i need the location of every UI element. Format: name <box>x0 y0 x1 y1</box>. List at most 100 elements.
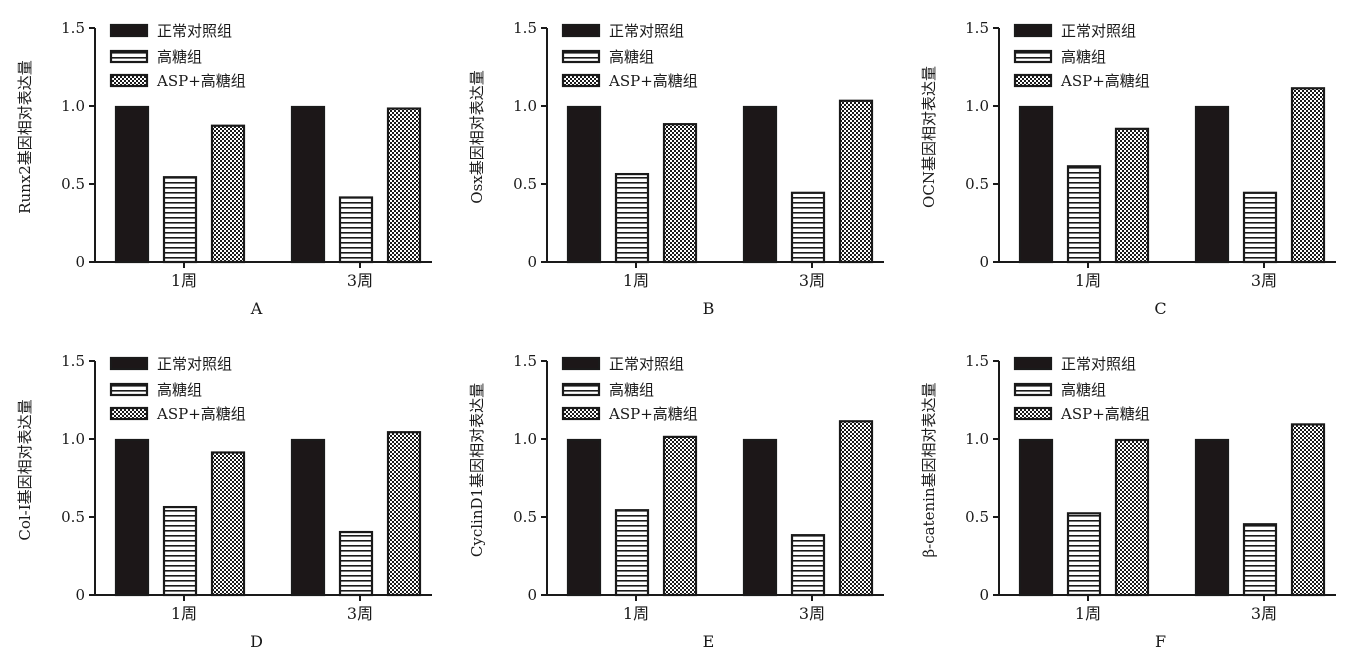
y-tick-label: 0.5 <box>965 508 989 526</box>
legend-swatch <box>561 406 601 421</box>
x-tick-label: 3周 <box>347 271 373 290</box>
bar-a-s3-c2 <box>386 107 422 264</box>
bar-c-s2-c1 <box>1066 165 1102 264</box>
bar-f-s3-c1 <box>1114 438 1150 597</box>
y-axis-label: Runx2基因相对表达量 <box>16 60 34 214</box>
bar-b-s3-c2 <box>838 99 874 264</box>
y-tick-label: 0 <box>979 586 989 604</box>
bar-d-s2-c2 <box>338 530 374 597</box>
legend-swatch <box>1013 382 1053 397</box>
y-axis-label: β-catenin基因相对表达量 <box>920 382 938 557</box>
x-tick-label: 1周 <box>1075 271 1101 290</box>
y-tick-label: 0 <box>527 253 537 271</box>
y-tick-label: 0 <box>75 253 85 271</box>
x-tick-label: 1周 <box>623 271 649 290</box>
y-tick-label: 0 <box>75 586 85 604</box>
x-tick-label: 3周 <box>1251 271 1277 290</box>
y-tick-label: 1.0 <box>513 430 537 448</box>
y-tick-label: 1.5 <box>965 19 989 37</box>
bar-b-s2-c2 <box>790 191 826 264</box>
legend-label: 正常对照组 <box>157 355 232 373</box>
legend-label: ASP+高糖组 <box>156 72 246 90</box>
panel-label: E <box>703 632 715 651</box>
y-tick-label: 0 <box>527 586 537 604</box>
legend-swatch <box>561 49 601 64</box>
bar-a-s2-c1 <box>162 176 198 264</box>
y-tick-label: 0.5 <box>61 175 85 193</box>
panel-label: C <box>1154 299 1166 318</box>
legend-swatch <box>1013 23 1053 38</box>
y-tick-label: 0.5 <box>513 175 537 193</box>
legend-swatch <box>109 49 149 64</box>
y-tick-label: 1.5 <box>513 19 537 37</box>
y-axis-label: OCN基因相对表达量 <box>920 66 938 208</box>
legend-swatch <box>561 382 601 397</box>
panel-label: B <box>703 299 715 318</box>
legend-swatch <box>1013 73 1053 88</box>
bar-b-s1-c2 <box>742 105 778 264</box>
bar-d-s3-c1 <box>210 451 246 597</box>
panels-layer: 00.51.01.51周 3周Runx2基因相对表达量正常对照组高糖组ASP+高糖… <box>16 19 1336 651</box>
legend-label: ASP+高糖组 <box>608 72 698 90</box>
y-axis-label: CyclinD1基因相对表达量 <box>468 383 486 557</box>
y-tick-label: 1.0 <box>965 97 989 115</box>
y-tick-label: 0.5 <box>965 175 989 193</box>
bar-e-s2-c2 <box>790 534 826 597</box>
y-tick-label: 0.5 <box>61 508 85 526</box>
y-tick-label: 1.5 <box>965 352 989 370</box>
y-tick-label: 1.5 <box>61 352 85 370</box>
bar-e-s1-c1 <box>566 438 602 597</box>
legend-swatch <box>109 23 149 38</box>
x-tick-label: 1周 <box>623 604 649 623</box>
bar-a-s1-c2 <box>290 105 326 264</box>
bar-e-s3-c1 <box>662 435 698 597</box>
y-tick-label: 1.0 <box>513 97 537 115</box>
legend-swatch <box>1013 49 1053 64</box>
legend-swatch <box>109 73 149 88</box>
bar-a-s3-c1 <box>210 124 246 264</box>
x-tick-label: 3周 <box>347 604 373 623</box>
legend-label: 正常对照组 <box>609 355 684 373</box>
bar-d-s1-c1 <box>114 438 150 597</box>
legend-label: 高糖组 <box>157 381 202 399</box>
panel-label: A <box>250 299 263 318</box>
bar-d-s2-c1 <box>162 505 198 597</box>
bar-c-s1-c2 <box>1194 105 1230 264</box>
legend-swatch <box>109 382 149 397</box>
y-tick-label: 1.0 <box>965 430 989 448</box>
legend-label: 高糖组 <box>157 48 202 66</box>
x-tick-label: 1周 <box>171 271 197 290</box>
legend-label: 高糖组 <box>1061 381 1106 399</box>
legend-label: ASP+高糖组 <box>156 405 246 423</box>
y-axis-label: Osx基因相对表达量 <box>468 70 486 203</box>
x-tick-label: 1周 <box>1075 604 1101 623</box>
y-tick-label: 0.5 <box>513 508 537 526</box>
bar-f-s3-c2 <box>1290 423 1326 597</box>
x-tick-label: 3周 <box>799 604 825 623</box>
bar-f-s2-c2 <box>1242 523 1278 597</box>
bar-b-s3-c1 <box>662 123 698 264</box>
legend-swatch <box>109 406 149 421</box>
legend-label: 高糖组 <box>609 48 654 66</box>
bar-a-s1-c1 <box>114 105 150 264</box>
y-tick-label: 1.5 <box>61 19 85 37</box>
y-axis-label: Col-I基因相对表达量 <box>16 399 34 540</box>
legend-swatch <box>561 73 601 88</box>
bar-c-s1-c1 <box>1018 105 1054 264</box>
legend-label: ASP+高糖组 <box>608 405 698 423</box>
x-tick-label: 3周 <box>799 271 825 290</box>
y-tick-label: 0 <box>979 253 989 271</box>
panel-label: D <box>250 632 263 651</box>
y-tick-label: 1.5 <box>513 352 537 370</box>
bar-c-s2-c2 <box>1242 191 1278 264</box>
bar-c-s3-c2 <box>1290 87 1326 264</box>
